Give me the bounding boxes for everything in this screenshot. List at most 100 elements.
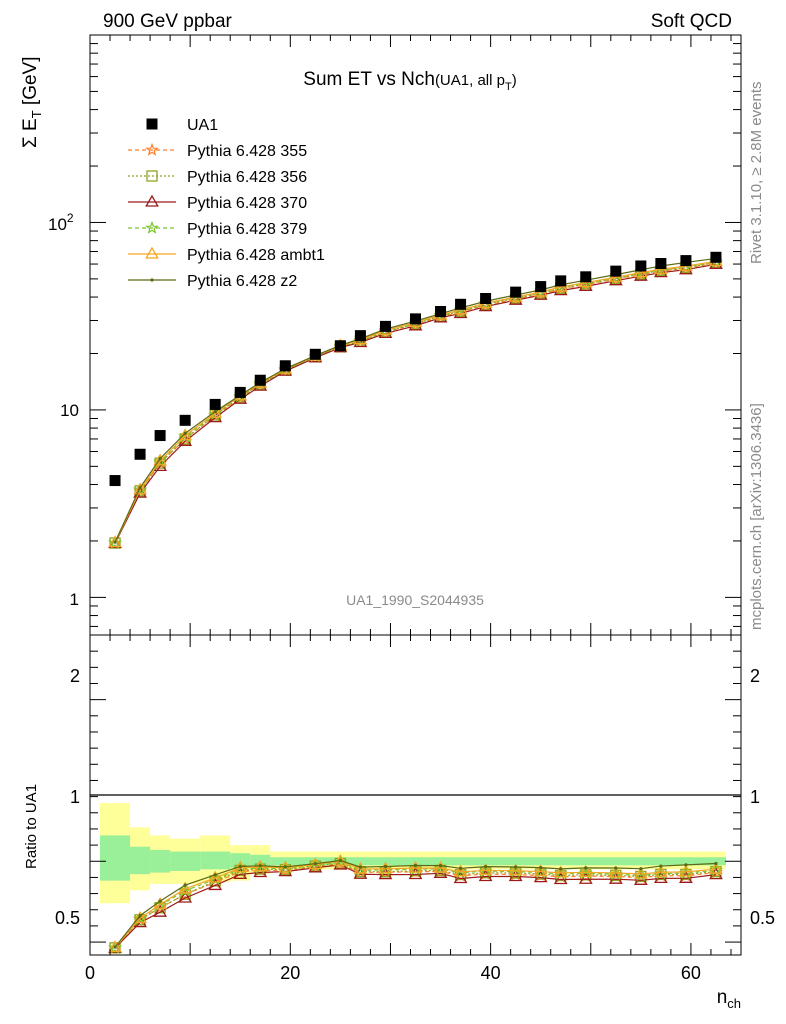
ratio-point-s6-16 xyxy=(514,865,518,869)
ratio-point-s4-12 xyxy=(408,861,423,876)
main-point-ua1-17 xyxy=(535,281,547,293)
ratio-point-s4-19 xyxy=(578,865,593,880)
header-left: 900 GeV ppbar xyxy=(103,11,233,32)
main-ylabel: Σ ET [GeV] xyxy=(20,56,44,148)
ytick-label-100: 102 xyxy=(48,211,74,234)
xlabel: nch xyxy=(717,987,741,1011)
main-point-s4-0 xyxy=(108,535,122,549)
main-title: Sum ET vs Nch(UA1, all pT) xyxy=(303,69,516,93)
ratio-bands xyxy=(100,803,726,904)
ratio-point-s5-20 xyxy=(608,865,623,878)
ratio-point-s6-10 xyxy=(358,865,363,869)
ratio-ylabel: Ratio to UA1 xyxy=(23,784,40,869)
ratio-band-inner-1 xyxy=(130,846,151,875)
ratio-point-s5-9 xyxy=(333,853,348,866)
ratio-point-s4-9 xyxy=(333,854,348,868)
main-point-ua1-9 xyxy=(334,340,346,352)
main-point-ua1-6 xyxy=(254,374,266,386)
main-point-ua1-8 xyxy=(309,348,321,360)
main-series xyxy=(108,251,723,549)
main-point-ua1-18 xyxy=(555,275,567,287)
ratio-point-s5-1 xyxy=(133,911,147,924)
main-point-ua1-2 xyxy=(154,430,166,442)
ratio-ytick-0.5: 0.5 xyxy=(55,908,80,928)
main-point-ua1-22 xyxy=(655,258,667,270)
legend-marker-5 xyxy=(145,246,159,259)
main-point-s4-2 xyxy=(153,454,168,468)
main-point-ua1-5 xyxy=(234,386,246,398)
legend-label-3: Pythia 6.428 370 xyxy=(187,195,307,212)
ratio-point-s6-9 xyxy=(338,858,342,863)
legend-marker-3 xyxy=(145,194,159,207)
ratio-point-s6-21 xyxy=(639,867,643,871)
main-point-s5-21 xyxy=(633,265,648,278)
main-point-ua1-12 xyxy=(410,313,421,325)
main-point-s5-3 xyxy=(178,428,193,441)
ratio-point-s5-10 xyxy=(353,861,368,874)
main-point-ua1-24 xyxy=(710,251,722,263)
legend-label-4: Pythia 6.428 379 xyxy=(187,221,307,238)
ratio-point-s5-24 xyxy=(709,861,723,874)
ratio-point-s6-0 xyxy=(113,945,117,949)
ratio-ytick-right-1: 1 xyxy=(750,787,760,807)
ratio-point-s5-11 xyxy=(378,861,393,874)
ratio-point-s6-23 xyxy=(684,863,688,867)
ratio-point-s6-2 xyxy=(158,899,162,903)
ratio-point-s5-22 xyxy=(654,864,668,877)
main-series-line-1 xyxy=(114,262,717,544)
main-panel: Sum ET vs Nch(UA1, all pT) Σ ET [GeV] 10… xyxy=(20,34,742,636)
ratio-point-s5-3 xyxy=(178,881,193,894)
xtick-label-20: 20 xyxy=(280,963,300,983)
ratio-band-inner-4 xyxy=(200,851,231,870)
ratio-point-s3-3 xyxy=(178,890,193,903)
ratio-ytick-right-2: 2 xyxy=(750,666,760,686)
main-point-s6-2 xyxy=(158,456,162,461)
ratio-point-s4-15 xyxy=(478,863,493,878)
ratio-point-s6-11 xyxy=(383,864,388,869)
main-point-ua1-10 xyxy=(354,330,366,342)
main-point-ua1-13 xyxy=(435,305,447,317)
ratio-point-s6-1 xyxy=(138,913,142,918)
main-series-line-3 xyxy=(114,263,717,544)
ratio-point-s6-19 xyxy=(584,866,588,870)
main-point-ua1-4 xyxy=(209,398,221,410)
ratio-point-s6-3 xyxy=(183,883,187,887)
ratio-point-s5-15 xyxy=(478,863,493,875)
legend-label-6: Pythia 6.428 z2 xyxy=(187,273,297,290)
ratio-ytick-right-0.5: 0.5 xyxy=(750,908,775,928)
main-point-s6-3 xyxy=(183,431,187,435)
main-point-s5-1 xyxy=(133,482,147,495)
ratio-panel: Ratio to UA1 0.5 1 2 0.5 1 2 0 20 40 60 nch xyxy=(23,634,775,1011)
legend-label-0: UA1 xyxy=(187,117,218,134)
ratio-point-s5-17 xyxy=(533,864,548,877)
ratio-point-s5-14 xyxy=(453,864,468,877)
ratio-point-s5-12 xyxy=(408,860,423,873)
ratio-band-inner-5 xyxy=(230,853,251,868)
ratio-point-s6-6 xyxy=(258,864,262,868)
ratio-point-s4-1 xyxy=(133,911,147,925)
xtick-label-0: 0 xyxy=(85,963,95,983)
ratio-point-s6-20 xyxy=(614,866,618,870)
ratio-point-s6-17 xyxy=(539,866,543,870)
main-point-ua1-1 xyxy=(134,448,146,460)
main-point-s6-1 xyxy=(138,486,142,490)
mcplots-label: mcplots.cern.ch [arXiv:1306.3436] xyxy=(748,403,765,630)
main-series-line-5 xyxy=(114,260,717,543)
main-point-s5-0 xyxy=(108,535,122,548)
legend-marker-1 xyxy=(145,142,159,156)
ratio-point-s5-16 xyxy=(508,863,523,876)
rivet-label: Rivet 3.1.10, ≥ 2.8M events xyxy=(748,82,765,265)
main-point-ua1-15 xyxy=(480,292,492,304)
ratio-point-s4-13 xyxy=(433,861,448,875)
legend-marker-2 xyxy=(146,170,158,182)
ratio-ytick-1: 1 xyxy=(70,787,80,807)
ratio-point-s4-16 xyxy=(508,864,523,878)
ratio-band-inner-7 xyxy=(270,857,726,866)
header-right: Soft QCD xyxy=(651,11,732,32)
main-point-s4-4 xyxy=(208,406,223,420)
main-series-line-4 xyxy=(114,261,717,544)
legend-marker-6 xyxy=(150,278,154,282)
main-point-s4-1 xyxy=(133,482,147,496)
main-point-s6-0 xyxy=(113,540,117,544)
ratio-point-s6-8 xyxy=(313,862,317,866)
